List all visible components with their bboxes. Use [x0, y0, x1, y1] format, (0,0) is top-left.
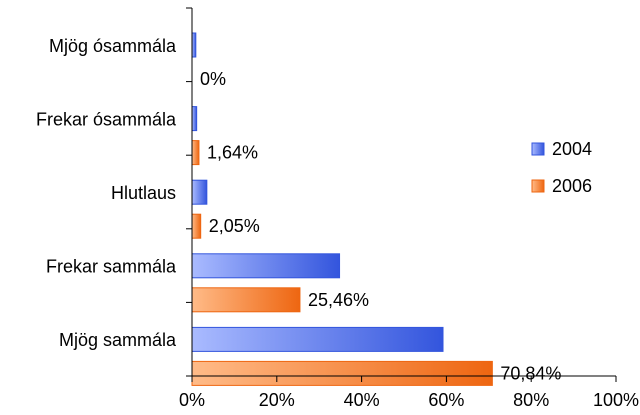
bar-2004-3: [191, 253, 341, 279]
bar-2004-4: [191, 326, 444, 352]
legend-label-2004: 2004: [552, 139, 592, 159]
bar-2006-3: [191, 287, 301, 313]
x-tick-label-5: 100%: [593, 390, 639, 410]
x-tick-label-4: 80%: [513, 390, 549, 410]
x-tick-label-2: 40%: [344, 390, 380, 410]
category-label-2: Hlutlaus: [111, 183, 176, 203]
bars-layer: [191, 32, 493, 386]
legend-label-2006: 2006: [552, 176, 592, 196]
category-label-1: Frekar ósammála: [36, 109, 177, 129]
category-label-4: Mjög sammála: [59, 330, 177, 350]
category-label-3: Frekar sammála: [46, 257, 177, 277]
data-label-2006-3: 25,46%: [308, 290, 369, 310]
axis-layer: [186, 7, 617, 382]
legend-swatch-2004: [531, 142, 545, 156]
bar-2004-2: [191, 179, 208, 205]
bar-2004-0: [191, 32, 197, 58]
x-tick-label-0: 0%: [179, 390, 205, 410]
bar-2006-1: [191, 140, 200, 166]
x-tick-label-3: 60%: [428, 390, 464, 410]
bar-2006-4: [191, 360, 493, 386]
category-label-0: Mjög ósammála: [49, 36, 177, 56]
data-label-2006-4: 70,84%: [500, 363, 561, 383]
data-label-2006-0: 0%: [200, 69, 226, 89]
legend: 2004 2006: [531, 139, 592, 196]
bar-2004-1: [191, 106, 198, 132]
legend-swatch-2006: [531, 179, 545, 193]
data-label-2006-2: 2,05%: [209, 216, 260, 236]
data-label-2006-1: 1,64%: [207, 143, 258, 163]
bar-2006-2: [191, 213, 202, 239]
x-tick-label-1: 20%: [259, 390, 295, 410]
labels-layer: 0% Mjög ósammála 1,64% Frekar ósammála 2,05%…: [36, 36, 639, 410]
